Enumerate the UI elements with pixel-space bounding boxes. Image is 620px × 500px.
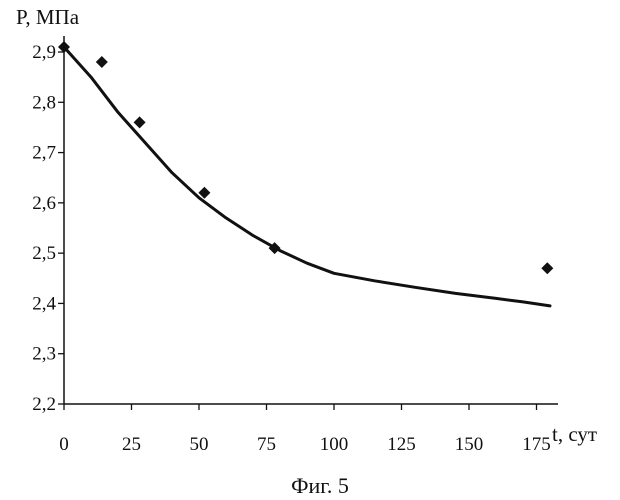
x-tick-label: 25 [122,434,141,455]
axis-layer: 2,2 2,3 2,4 2,5 2,6 2,7 2,8 2,9 0 25 50 75 100 125 15… [32,36,558,455]
data-point [96,56,108,68]
x-tick-label: 75 [257,434,276,455]
y-tick-label: 2,7 [32,143,56,164]
y-tick-label: 2,2 [32,394,56,415]
y-axis-title: P, МПа [16,5,80,29]
x-tick-label: 175 [522,434,551,455]
data-point [541,262,553,274]
y-tick-label: 2,6 [32,193,56,214]
y-ticks: 2,2 2,3 2,4 2,5 2,6 2,7 2,8 2,9 [32,42,64,415]
x-tick-label: 0 [59,434,69,455]
x-ticks: 0 25 50 75 100 125 150 175 [59,404,551,455]
fit-curve [64,47,550,306]
x-tick-label: 50 [190,434,209,455]
y-tick-label: 2,4 [32,293,56,314]
x-tick-label: 100 [320,434,349,455]
y-tick-label: 2,9 [32,42,56,63]
x-axis-title: t, сут [552,422,597,446]
y-tick-label: 2,3 [32,344,56,365]
plot-layer [58,41,553,306]
x-tick-label: 150 [455,434,484,455]
y-tick-label: 2,5 [32,243,56,264]
x-tick-label: 125 [387,434,416,455]
y-tick-label: 2,8 [32,92,56,113]
data-point [134,116,146,128]
figure-caption: Фиг. 5 [291,473,349,498]
